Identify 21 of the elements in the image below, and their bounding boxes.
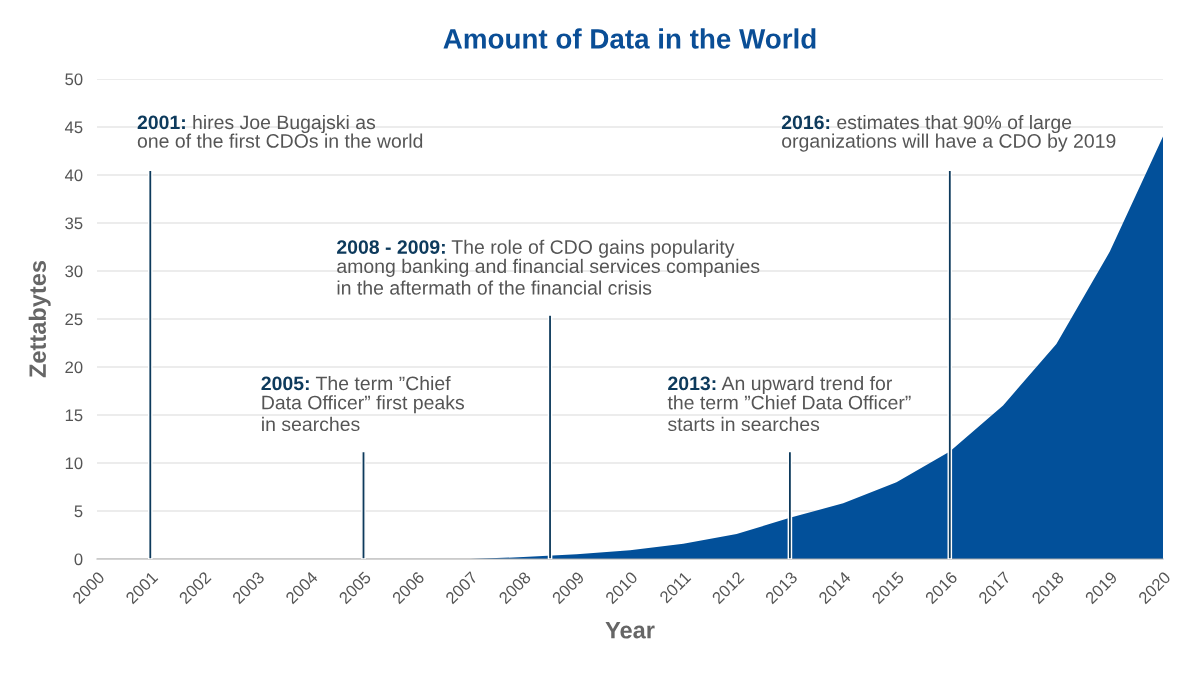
y-tick-label: 40 <box>64 169 83 182</box>
chart-title: Amount of Data in the World <box>443 28 816 49</box>
annotation: 2005: The term ”Chief Data Officer” first peaks in searches <box>261 375 464 432</box>
y-tick-label: 50 <box>65 73 83 86</box>
y-tick-label: 35 <box>65 217 83 230</box>
y-tick-label: 45 <box>64 121 83 134</box>
bar <box>148 169 153 559</box>
y-tick-label: 20 <box>65 361 83 374</box>
annotation: 2008 - 2009: The role of CDO gains popularity among banking and financial services companies in the aftermath of the financial crisis <box>337 239 760 295</box>
x-axis-title: Year <box>605 622 655 639</box>
annotation: 2016: estimates that 90% of large organizations will have a CDO by 2019 <box>781 114 1116 152</box>
annotation: 2001: hires Joe Bugajski as one of the first CDOs in the world <box>137 114 423 148</box>
bar <box>361 450 366 559</box>
y-axis-title: Zettabytes <box>28 260 51 378</box>
y-tick-label: 15 <box>65 409 83 422</box>
y-tick-label: 0 <box>74 553 83 566</box>
y-tick-label: 10 <box>65 457 83 470</box>
y-tick-label: 5 <box>74 505 83 518</box>
annotation: 2013: An upward trend for the term ”Chief Data Officer” starts in searches <box>667 375 911 432</box>
y-tick-label: 25 <box>65 313 83 326</box>
y-tick-label: 30 <box>65 265 83 278</box>
